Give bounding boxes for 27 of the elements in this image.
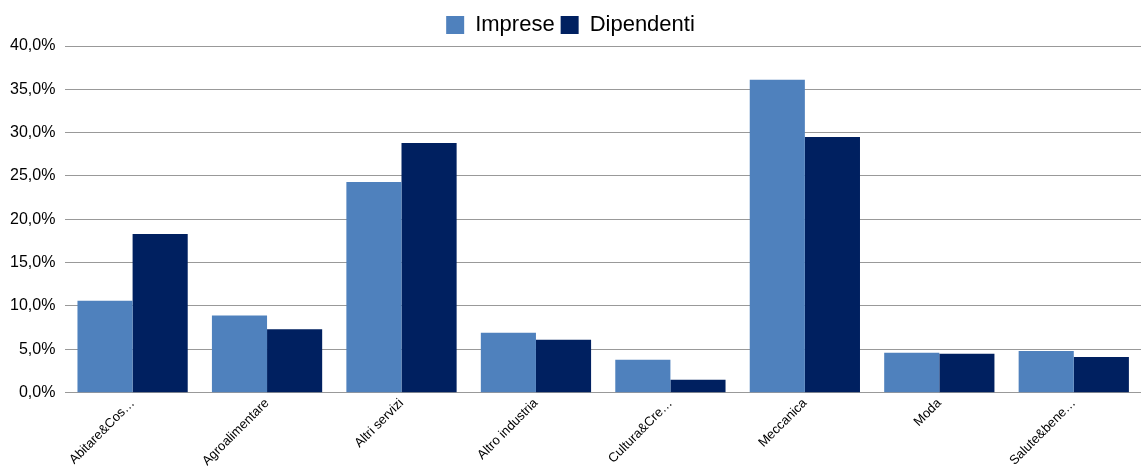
- bar: [939, 353, 995, 393]
- y-tick-label: 5,0%: [18, 339, 56, 357]
- bar: [1018, 351, 1074, 393]
- bar: [132, 234, 188, 393]
- bar: [211, 315, 268, 393]
- y-tick-label: 25,0%: [9, 166, 56, 184]
- y-tick-label: 30,0%: [9, 123, 56, 141]
- bar: [480, 332, 536, 393]
- y-tick-label: 40,0%: [9, 36, 56, 54]
- bar: [804, 136, 860, 393]
- y-tick-label: 0,0%: [18, 383, 56, 401]
- bar: [1073, 357, 1129, 393]
- y-tick-label: 20,0%: [9, 209, 56, 227]
- bar: [346, 182, 402, 393]
- bar: [884, 352, 940, 393]
- legend-label: Dipendenti: [589, 11, 695, 37]
- bar: [535, 339, 592, 393]
- bar: [267, 329, 323, 393]
- bar: [670, 379, 726, 393]
- y-tick-label: 15,0%: [9, 253, 56, 271]
- bar: [77, 300, 133, 393]
- y-tick-label: 10,0%: [9, 296, 56, 314]
- bar: [401, 143, 457, 393]
- bar: [749, 79, 805, 393]
- legend-label: Imprese: [475, 11, 555, 37]
- y-tick-label: 35,0%: [9, 79, 56, 97]
- bar: [615, 359, 671, 393]
